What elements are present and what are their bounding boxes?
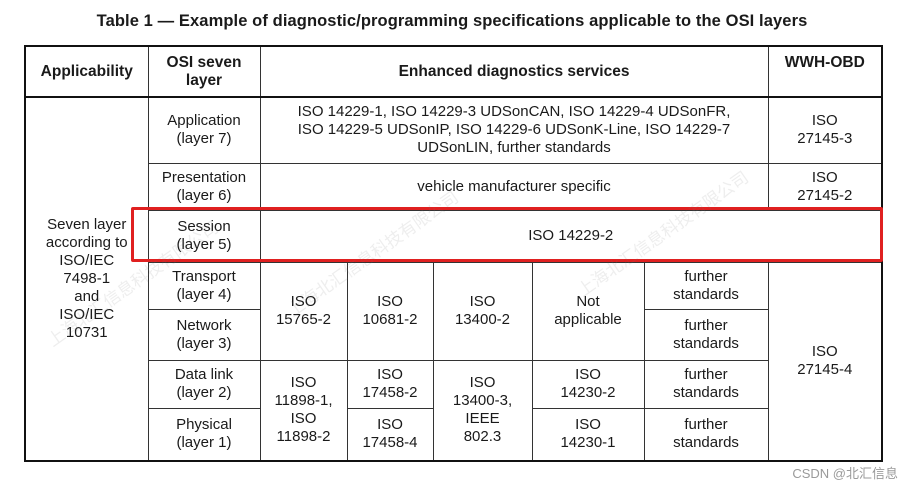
wwh-presentation: ISO 27145-2 (767, 162, 883, 211)
enhanced-presentation: vehicle manufacturer specific (259, 162, 769, 211)
dp-col3: ISO 13400-3, IEEE 802.3 (432, 359, 533, 462)
layer-physical: Physical (layer 1) (147, 407, 261, 462)
tn-col3: ISO 13400-2 (432, 261, 533, 361)
physical-col5: further standards (643, 407, 769, 462)
layer-session: Session (layer 5) (147, 209, 261, 263)
header-applicability: Applicability (24, 45, 149, 98)
enhanced-session: ISO 14229-2 (259, 209, 883, 263)
table-title: Table 1 — Example of diagnostic/programm… (96, 12, 808, 30)
layer-datalink: Data link (layer 2) (147, 359, 261, 409)
transport-col5: further standards (643, 261, 769, 310)
header-enhanced-diagnostics: Enhanced diagnostics services (259, 45, 769, 98)
wwh-lower-layers: ISO 27145-4 (767, 261, 883, 462)
enhanced-application: ISO 14229-1, ISO 14229-3 UDSonCAN, ISO 1… (259, 96, 769, 164)
layer-network: Network (layer 3) (147, 308, 261, 361)
layer-transport: Transport (layer 4) (147, 261, 261, 310)
physical-col4: ISO 14230-1 (531, 407, 645, 462)
tn-col4: Not applicable (531, 261, 645, 361)
datalink-col4: ISO 14230-2 (531, 359, 645, 409)
tn-col2: ISO 10681-2 (346, 261, 434, 361)
network-col5: further standards (643, 308, 769, 361)
header-wwh-obd: WWH-OBD (767, 45, 883, 98)
tn-col1: ISO 15765-2 (259, 261, 348, 361)
csdn-footer: CSDN @北汇信息 (792, 466, 898, 481)
dp-col1: ISO 11898-1, ISO 11898-2 (259, 359, 348, 462)
layer-presentation: Presentation (layer 6) (147, 162, 261, 211)
osi-spec-table: Applicability OSI seven layer Enhanced d… (24, 45, 884, 462)
layer-application: Application (layer 7) (147, 96, 261, 164)
header-osi-layer: OSI seven layer (147, 45, 261, 98)
physical-col2: ISO 17458-4 (346, 407, 434, 462)
wwh-application: ISO 27145-3 (767, 96, 883, 164)
datalink-col5: further standards (643, 359, 769, 409)
applicability-cell: Seven layer according to ISO/IEC 7498-1 … (24, 96, 149, 462)
datalink-col2: ISO 17458-2 (346, 359, 434, 409)
